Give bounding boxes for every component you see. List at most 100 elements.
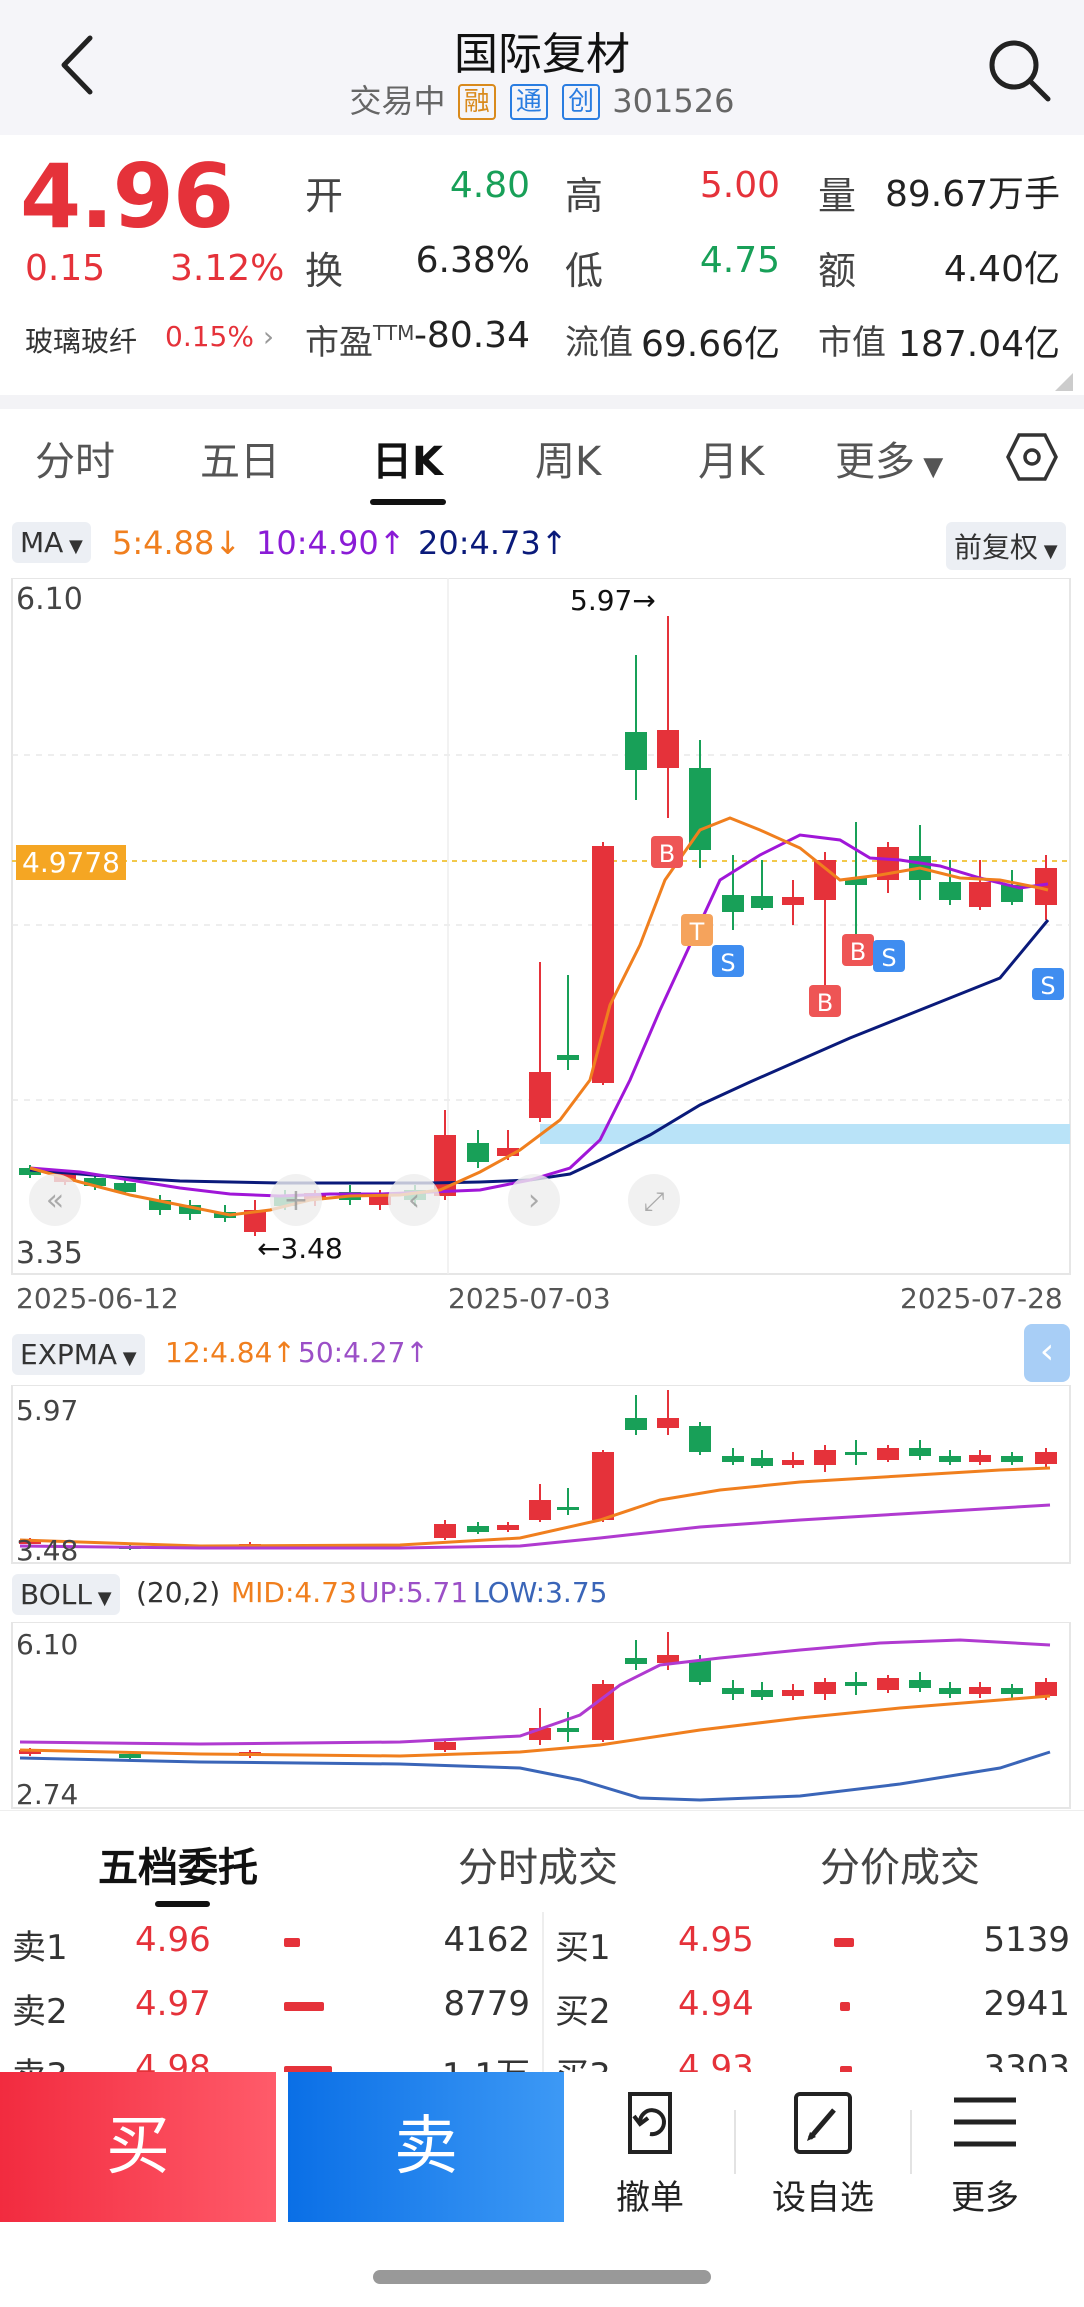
collapse-panel-button[interactable]: ‹: [1024, 1324, 1070, 1382]
candle-body: [434, 1524, 456, 1538]
bid-label: 买1: [555, 1928, 611, 1968]
boll-up-line: [19, 1638, 1051, 1746]
candle-body: [689, 1426, 711, 1452]
quote-panel: 4.96 0.15 3.12% 玻璃玻纤 0.15% › 开 4.80 高 5.…: [0, 135, 1084, 395]
marker-b: B: [817, 989, 833, 1017]
marker-s: S: [720, 949, 735, 977]
ask-volume: 8779: [443, 1984, 530, 2024]
trade-markers: B T S B B S S: [651, 836, 1064, 1017]
chart-nav-controls[interactable]: « + ‹ › ⤢: [29, 1174, 680, 1226]
chevron-right-icon: ›: [528, 1183, 540, 1218]
candle-body: [814, 1682, 836, 1694]
sell-button[interactable]: 卖: [288, 2072, 564, 2222]
cancel-order-button[interactable]: 撤单: [575, 2072, 725, 2222]
label-open: 开: [305, 174, 344, 218]
adjust-selector[interactable]: 前复权 ▼: [946, 522, 1066, 570]
home-indicator: [373, 2270, 711, 2284]
boll-mid: MID:4.73: [231, 1576, 357, 1609]
candle-body: [1001, 1456, 1023, 1462]
marker-b: B: [850, 938, 866, 966]
expma-selector[interactable]: EXPMA ▼: [12, 1334, 145, 1375]
expma-y-max: 5.97: [16, 1394, 79, 1427]
more-button[interactable]: 更多: [910, 2072, 1060, 2222]
ask-label: 卖2: [12, 1992, 68, 2032]
boll-selector[interactable]: BOLL ▼: [12, 1574, 120, 1615]
value-volume: 89.67万手: [884, 174, 1060, 215]
candle-body: [19, 1540, 41, 1544]
chevron-left-icon: ‹: [408, 1183, 420, 1218]
label-volume: 量: [818, 174, 857, 218]
sector-change-pct[interactable]: 0.15% ›: [165, 320, 275, 353]
ma5-value: 5:4.88↓: [112, 524, 242, 562]
candle-body: [814, 1450, 836, 1465]
bid-price[interactable]: 4.95: [678, 1920, 754, 1960]
search-icon[interactable]: [984, 35, 1054, 105]
divider: [0, 395, 1084, 409]
candle-body: [782, 897, 804, 905]
double-left-icon: «: [46, 1183, 64, 1218]
boll-mid-line: [19, 1694, 1051, 1758]
candle-body: [939, 1456, 961, 1462]
tab-price-volume[interactable]: 分价成交: [820, 1845, 980, 1891]
tab-weekly-k[interactable]: 周K: [535, 439, 602, 485]
candle-body: [969, 882, 991, 907]
bid-volume: 5139: [983, 1920, 1070, 1960]
boll-candles: [19, 1632, 1057, 1760]
settings-hexagon-icon[interactable]: [1006, 431, 1058, 483]
tab-order-queue[interactable]: 五档委托: [98, 1845, 258, 1891]
divider: [734, 2110, 736, 2174]
candle-body: [497, 1148, 519, 1156]
cancel-order-label: 撤单: [616, 2178, 684, 2218]
expand-corner-icon[interactable]: [1055, 373, 1073, 391]
candle-body: [969, 1455, 991, 1462]
tab-more[interactable]: 更多 ▼: [835, 439, 944, 485]
marker-t: T: [689, 918, 705, 946]
date-mid: 2025-07-03: [448, 1282, 611, 1315]
chart-period-tabs: 分时 五日 日K 周K 月K 更多 ▼: [0, 409, 1084, 509]
candle-body: [467, 1526, 489, 1532]
label-high: 高: [565, 174, 604, 218]
boll-chart: [11, 1622, 1071, 1809]
boll-low: LOW:3.75: [473, 1576, 608, 1609]
candle-body: [1001, 1688, 1023, 1694]
candle-body: [1035, 1682, 1057, 1696]
candle-body: [625, 1418, 647, 1430]
tab-five-day[interactable]: 五日: [200, 439, 280, 485]
stock-name: 国际复材: [454, 29, 630, 80]
tag-chinext: 创: [562, 84, 601, 120]
expma50-value: 50:4.27↑: [298, 1336, 429, 1369]
price-change: 0.15: [25, 248, 106, 289]
back-arrow-icon[interactable]: [50, 30, 110, 100]
tab-daily-k[interactable]: 日K: [372, 439, 443, 485]
add-watchlist-label: 设自选: [772, 2178, 874, 2218]
add-watchlist-button[interactable]: 设自选: [748, 2072, 898, 2222]
orderbook-divider: [542, 1912, 544, 2072]
header: 国际复材 交易中 融 通 创 301526: [0, 0, 1084, 135]
trade-action-bar: 买 卖 撤单 设自选 更多: [0, 2072, 1084, 2222]
sector-name[interactable]: 玻璃玻纤: [25, 325, 138, 358]
last-price: 4.96: [20, 145, 234, 248]
candle-body: [244, 1210, 266, 1232]
candle-body: [689, 768, 711, 850]
candle-body: [467, 1143, 489, 1162]
kline-chart[interactable]: B T S B B S S « + ‹ › ⤢: [0, 578, 1084, 1318]
tab-intraday[interactable]: 分时: [35, 439, 115, 485]
candle-body: [877, 1678, 899, 1690]
bid-price[interactable]: 4.94: [678, 1984, 754, 2024]
buy-button[interactable]: 买: [0, 2072, 276, 2222]
plus-icon: +: [283, 1183, 308, 1218]
candle-body: [557, 1055, 579, 1060]
ask-price[interactable]: 4.96: [135, 1920, 211, 1960]
expma-chart: [11, 1385, 1071, 1564]
value-float-cap: 69.66亿: [640, 324, 780, 365]
tab-monthly-k[interactable]: 月K: [698, 439, 765, 485]
tab-time-sales[interactable]: 分时成交: [458, 1845, 618, 1891]
ma10-line: [29, 833, 1049, 1198]
candle-body: [751, 1458, 773, 1466]
boll-up: UP:5.71: [359, 1576, 469, 1609]
candle-body: [114, 1183, 136, 1192]
candle-body: [909, 1448, 931, 1456]
ask-price[interactable]: 4.97: [135, 1984, 211, 2024]
bid-volume-bar: [840, 2066, 852, 2075]
ma-selector[interactable]: MA ▼: [12, 522, 91, 563]
